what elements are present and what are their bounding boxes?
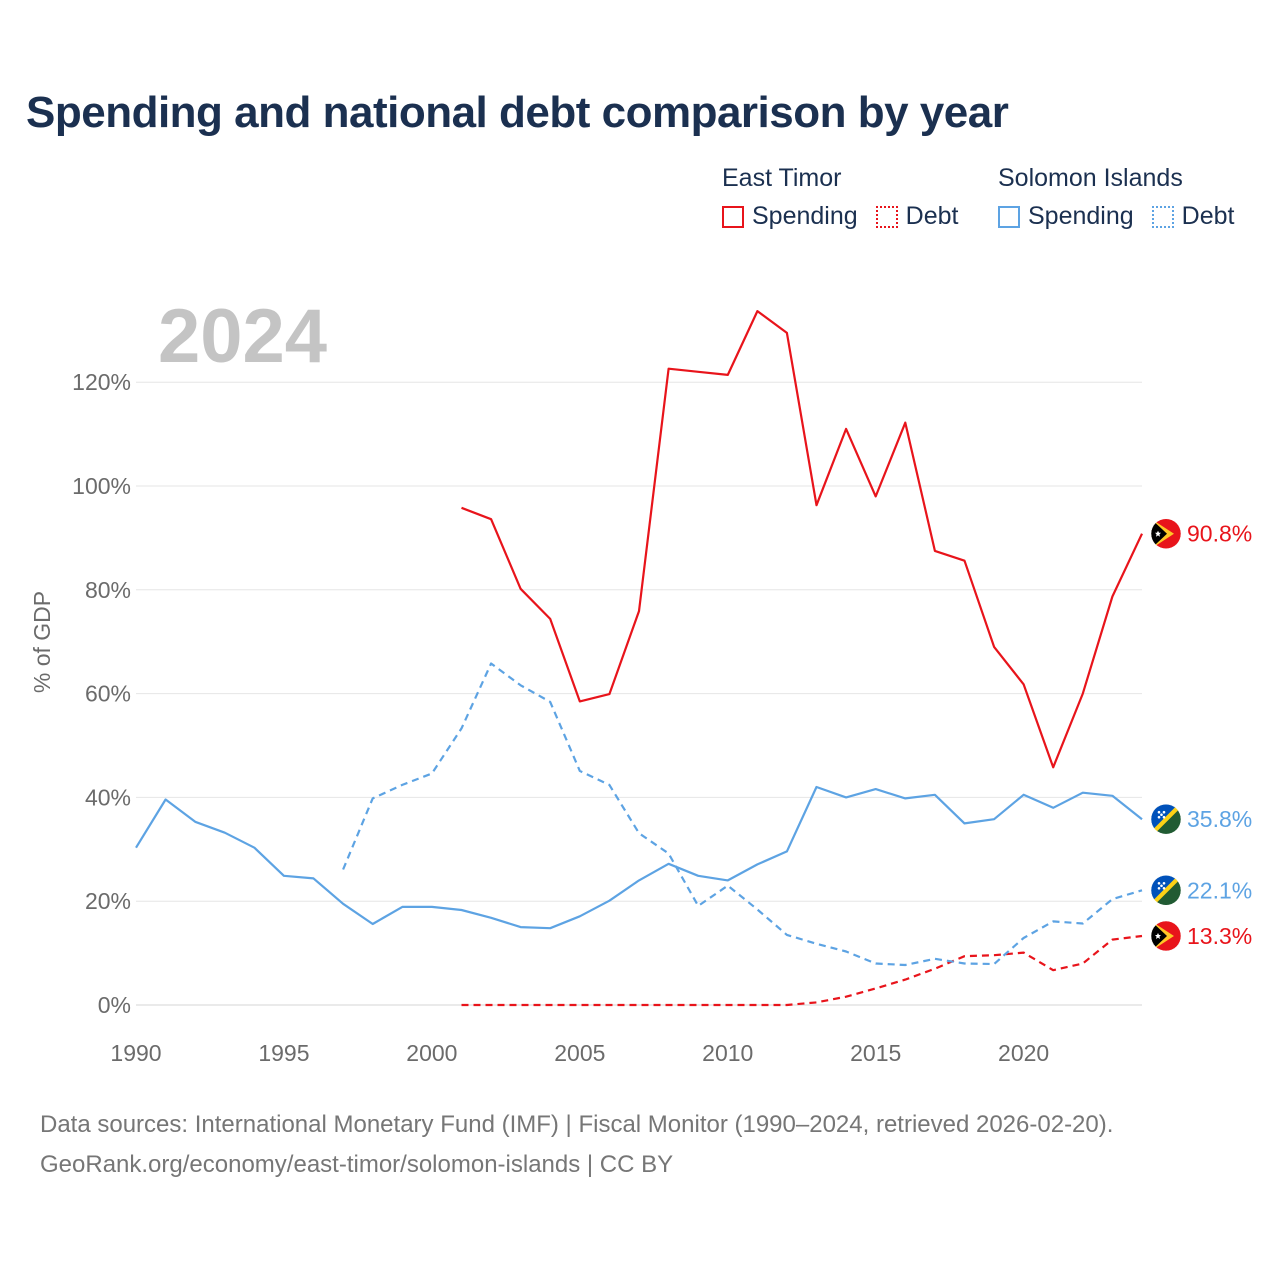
x-tick-label: 2020: [998, 1040, 1049, 1066]
y-tick-label: 100%: [72, 473, 131, 499]
legend-swatch-solomon-islands-debt: [1151, 205, 1174, 228]
legend-item-east-timor-spending[interactable]: Spending: [722, 202, 858, 231]
solomon-islands-flag-icon: [1149, 802, 1183, 836]
source-note: Data sources: International Monetary Fun…: [40, 1105, 1113, 1185]
legend-group-east-timor: East Timor Spending Debt: [722, 160, 958, 231]
end-label-east-timor-debt: 13.3%: [1187, 923, 1252, 949]
legend-country-east-timor: East Timor: [722, 164, 842, 192]
solomon-islands-flag-icon: [1149, 873, 1183, 907]
legend-group-solomon-islands: Solomon Islands Spending Debt: [998, 160, 1234, 231]
y-axis: 0% 20% 40% 60% 80% 100% 120%: [72, 369, 131, 1018]
legend-country-solomon-islands: Solomon Islands: [998, 164, 1183, 192]
flag-outline: [1150, 518, 1182, 549]
legend-item-solomon-islands-spending[interactable]: Spending: [998, 202, 1134, 231]
legend-label-east-timor-debt: Debt: [905, 202, 959, 230]
flag-outline: [1150, 803, 1182, 835]
series-line-solomon-islands-debt[interactable]: [342, 662, 1143, 967]
y-tick-label: 60%: [85, 681, 131, 707]
x-tick-label: 2015: [850, 1040, 901, 1066]
y-axis-label: % of GDP: [29, 591, 55, 693]
legend-item-east-timor-debt[interactable]: Debt: [875, 202, 959, 231]
current-year-watermark: 2024: [158, 294, 327, 379]
x-tick-label: 1990: [110, 1040, 161, 1066]
y-tick-label: 0%: [98, 992, 131, 1018]
legend-label-solomon-islands-debt: Debt: [1181, 202, 1235, 230]
series-end-labels: 90.8% 35.8% 22.1% 13.3%: [1149, 518, 1252, 952]
x-axis: 1990 1995 2000 2005 2010 2015 2020: [110, 1040, 1049, 1066]
series-line-east-timor-spending[interactable]: [461, 310, 1143, 769]
series-line-east-timor-debt[interactable]: [461, 934, 1143, 1007]
y-gridlines: [136, 381, 1142, 1006]
flag-outline: [1150, 920, 1182, 952]
legend-swatch-east-timor-spending: [722, 205, 744, 228]
y-tick-label: 40%: [85, 784, 131, 810]
attribution-line[interactable]: GeoRank.org/economy/east-timor/solomon-i…: [40, 1151, 674, 1178]
end-label-solomon-islands-spending: 35.8%: [1187, 806, 1252, 832]
legend-swatch-solomon-islands-spending: [998, 205, 1020, 228]
y-tick-label: 120%: [72, 369, 131, 395]
chart-title: Spending and national debt comparison by…: [26, 88, 1009, 137]
x-tick-label: 2010: [702, 1040, 753, 1066]
y-tick-label: 80%: [85, 577, 131, 603]
source-line: Data sources: International Monetary Fun…: [40, 1111, 1114, 1138]
end-label-east-timor-spending: 90.8%: [1187, 521, 1252, 547]
x-tick-label: 2005: [554, 1040, 605, 1066]
series-lines: [135, 310, 1143, 1007]
end-label-solomon-islands-debt: 22.1%: [1187, 877, 1252, 903]
legend-swatch-east-timor-debt: [875, 205, 898, 228]
y-tick-label: 20%: [85, 888, 131, 914]
legend-item-solomon-islands-debt[interactable]: Debt: [1151, 202, 1235, 231]
legend-label-east-timor-spending: Spending: [752, 202, 858, 230]
x-tick-label: 2000: [406, 1040, 457, 1066]
x-tick-label: 1995: [258, 1040, 309, 1066]
legend-label-solomon-islands-spending: Spending: [1028, 202, 1134, 230]
series-line-solomon-islands-spending[interactable]: [135, 785, 1143, 930]
flag-outline: [1150, 875, 1182, 906]
